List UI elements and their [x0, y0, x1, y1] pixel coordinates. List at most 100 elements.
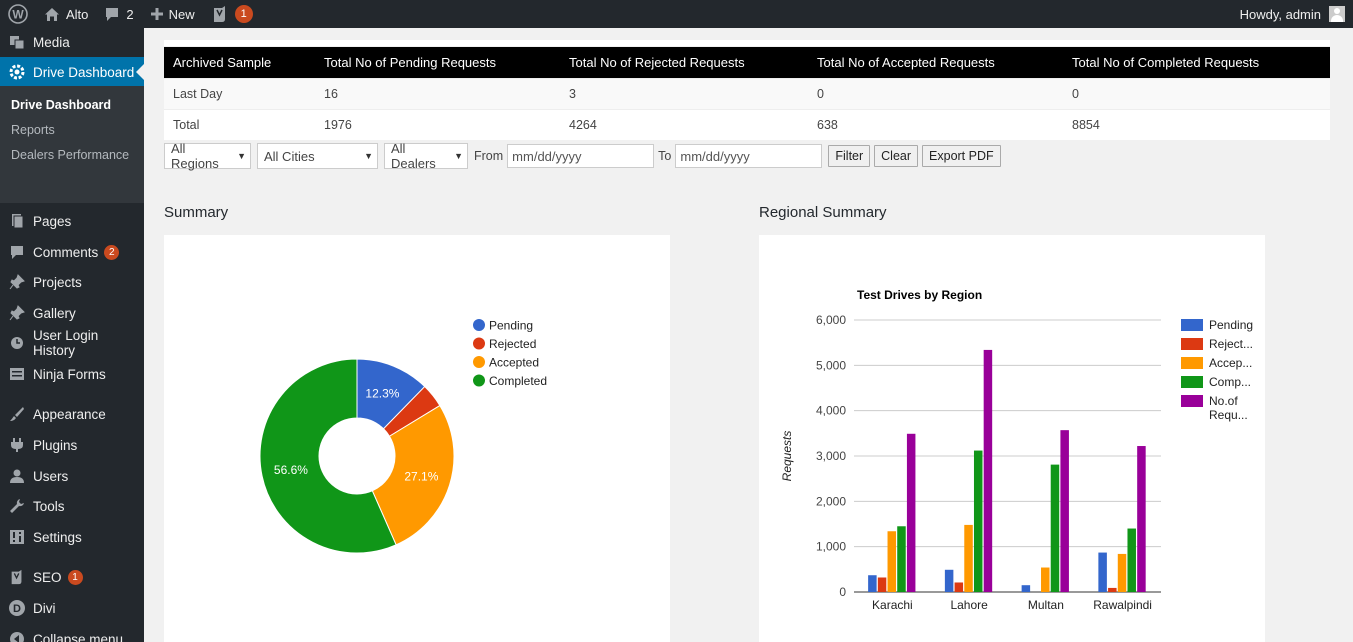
y-tick-label: 4,000 — [816, 404, 846, 418]
sidebar-item-collapse-menu[interactable]: Collapse menu — [0, 624, 144, 642]
media-icon — [8, 33, 26, 51]
legend-label: Completed — [489, 374, 547, 388]
bar-lahore-rejected — [954, 582, 964, 592]
svg-text:W: W — [12, 8, 24, 22]
legend-swatch-pending — [473, 319, 485, 331]
table-cell: 4264 — [560, 108, 808, 140]
submenu-item-dealers-performance[interactable]: Dealers Performance — [11, 148, 130, 162]
chevron-down-icon: ▼ — [364, 151, 373, 161]
new-content-link[interactable]: New — [142, 0, 203, 28]
legend-label: Accep... — [1209, 356, 1252, 370]
sidebar-item-projects[interactable]: Projects — [0, 267, 144, 297]
sidebar-item-pages[interactable]: Pages — [0, 206, 144, 236]
table-row: Last Day 16 3 0 0 — [164, 77, 1330, 109]
bar-multan-pending — [1021, 585, 1031, 592]
to-label: To — [658, 149, 672, 163]
avatar — [1329, 6, 1345, 22]
history-icon — [8, 334, 26, 352]
collapse-icon — [8, 630, 26, 642]
city-select[interactable]: All Cities ▼ — [257, 143, 378, 169]
submenu-item-drive-dashboard[interactable]: Drive Dashboard — [11, 98, 112, 112]
x-tick-label: Rawalpindi — [1093, 598, 1152, 612]
sidebar-item-user-login-history[interactable]: User Login History — [0, 328, 144, 358]
sidebar-item-comments[interactable]: Comments 2 — [0, 237, 144, 267]
table-cell: 1976 — [315, 108, 560, 140]
legend-label: No.of Requ... — [1209, 394, 1248, 422]
user-icon — [8, 467, 26, 485]
legend-swatch-no-of-requests — [1181, 395, 1203, 407]
clear-button[interactable]: Clear — [874, 145, 919, 167]
y-tick-label: 6,000 — [816, 313, 846, 327]
sidebar-item-settings[interactable]: Settings — [0, 522, 144, 552]
comment-icon — [8, 243, 26, 261]
site-name-link[interactable]: Alto — [36, 0, 96, 28]
gear-icon — [8, 63, 26, 81]
bar-lahore-completed — [973, 450, 983, 592]
site-name: Alto — [66, 6, 89, 22]
sidebar-item-appearance[interactable]: Appearance — [0, 399, 144, 429]
region-select[interactable]: All Regions ▼ — [164, 141, 251, 171]
regional-summary-title: Regional Summary — [759, 204, 887, 221]
to-date-input[interactable]: mm/dd/yyyy — [675, 144, 823, 168]
legend-swatch-rejected — [473, 337, 485, 350]
bar-rawalpindi-no-of-requests — [1137, 446, 1146, 592]
sidebar-item-label: Plugins — [33, 437, 78, 453]
pie-slice-label: 12.3% — [365, 386, 399, 400]
sidebar-item-plugins[interactable]: Plugins — [0, 430, 144, 460]
sidebar-item-ninja-forms[interactable]: Ninja Forms — [0, 359, 144, 389]
submenu-item-reports[interactable]: Reports — [11, 123, 55, 137]
sidebar-item-drive-dashboard[interactable]: Drive Dashboard — [0, 57, 144, 87]
column-header: Archived Sample — [164, 47, 315, 78]
sidebar-item-label: Pages — [33, 213, 72, 229]
sidebar-item-label: Settings — [33, 529, 82, 545]
region-select-value: All Regions — [171, 141, 219, 171]
table-cell: 3 — [560, 77, 808, 109]
column-header: Total No of Completed Requests — [1063, 47, 1330, 78]
svg-text:D: D — [13, 603, 21, 615]
column-header: Total No of Accepted Requests — [808, 47, 1063, 78]
sidebar-item-label: Collapse menu — [33, 631, 124, 642]
wordpress-logo-icon[interactable]: W — [0, 0, 36, 28]
legend-swatch-pending — [1181, 319, 1203, 331]
my-account[interactable]: Howdy, admin — [1240, 6, 1353, 22]
column-header: Total No of Rejected Requests — [560, 47, 808, 78]
legend-swatch-rejected — [1181, 338, 1203, 350]
filter-button[interactable]: Filter — [828, 145, 871, 167]
sidebar-item-users[interactable]: Users — [0, 461, 144, 491]
yoast-count-badge: 1 — [234, 5, 253, 23]
bar-multan-completed — [1050, 464, 1060, 592]
sidebar-item-gallery[interactable]: Gallery — [0, 298, 144, 328]
comment-icon — [104, 7, 120, 22]
main-content: Archived Sample Total No of Pending Requ… — [144, 28, 1353, 642]
stats-card-top — [164, 40, 1330, 46]
export-pdf-button[interactable]: Export PDF — [922, 145, 1001, 167]
comments-link[interactable]: 2 — [96, 0, 141, 28]
chart-title: Test Drives by Region — [857, 288, 982, 302]
sidebar-item-media[interactable]: Media — [0, 28, 144, 57]
table-cell: 0 — [808, 77, 1063, 109]
filter-bar: All Regions ▼ All Cities ▼ All Dealers ▼… — [164, 141, 1005, 171]
yoast-link[interactable]: 1 — [203, 0, 261, 28]
city-select-value: All Cities — [264, 148, 315, 164]
sidebar-item-divi[interactable]: D Divi — [0, 593, 144, 623]
sidebar-item-label: Drive Dashboard — [33, 64, 135, 80]
summary-chart-panel: 12.3% 27.1% 56.6% Pending Rejected Accepted Co… — [164, 235, 670, 642]
to-date-placeholder: mm/dd/yyyy — [680, 148, 750, 164]
y-tick-label: 2,000 — [816, 494, 846, 508]
sidebar-item-seo[interactable]: SEO 1 — [0, 562, 144, 592]
from-date-input[interactable]: mm/dd/yyyy — [507, 144, 655, 168]
drive-dashboard-submenu: Drive Dashboard Reports Dealers Performanc… — [0, 86, 144, 203]
sidebar-item-label: Gallery — [33, 305, 76, 321]
pie-slice-completed — [259, 358, 397, 554]
count-badge: 1 — [67, 569, 83, 585]
table-cell: 16 — [315, 77, 560, 109]
yoast-icon — [211, 5, 229, 23]
stats-table: Archived Sample Total No of Pending Requ… — [164, 47, 1330, 140]
table-cell: 0 — [1063, 77, 1330, 109]
sidebar-item-tools[interactable]: Tools — [0, 491, 144, 521]
dealer-select[interactable]: All Dealers ▼ — [384, 141, 468, 171]
howdy-text: Howdy, admin — [1239, 6, 1321, 22]
bar-karachi-rejected — [877, 577, 887, 592]
bar-karachi-completed — [897, 526, 906, 592]
legend-swatch-accepted — [473, 356, 485, 368]
